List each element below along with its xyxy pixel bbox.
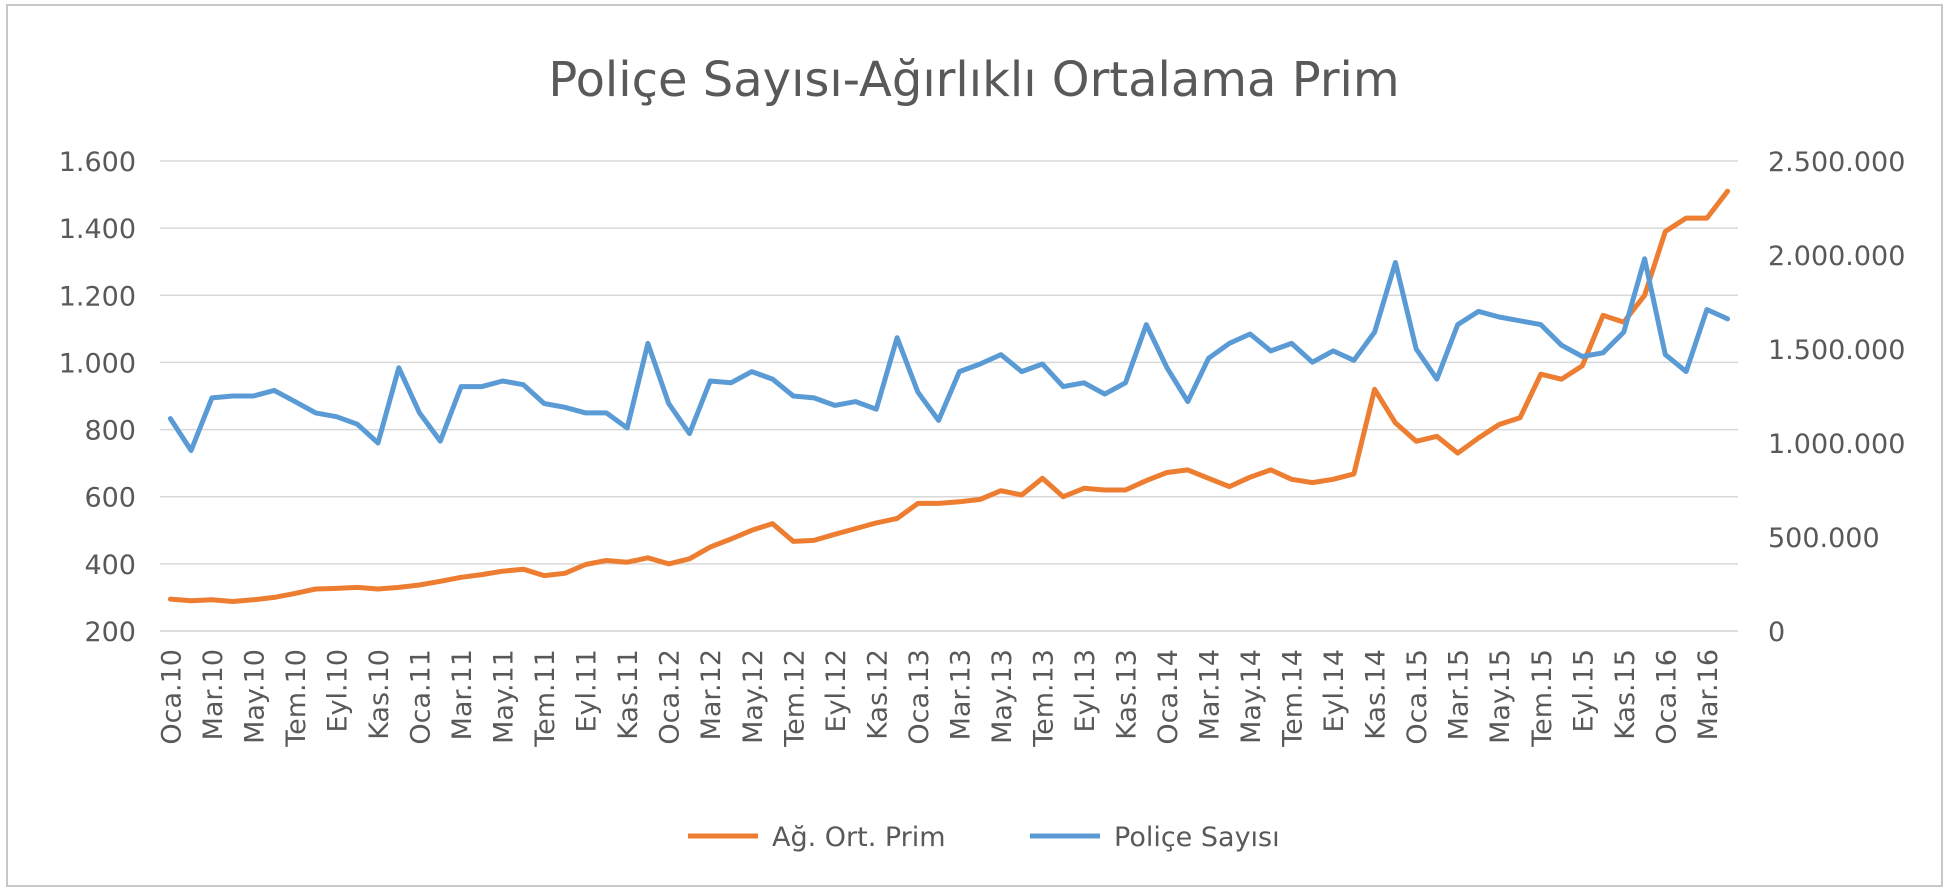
x-tick-label: Kas.13 bbox=[1111, 649, 1142, 740]
left-y-tick-label: 400 bbox=[84, 550, 136, 581]
x-tick-label: May.15 bbox=[1485, 649, 1516, 744]
legend-label-police-sayisi: Poliçe Sayısı bbox=[1114, 822, 1280, 853]
x-tick-label: Oca.16 bbox=[1651, 649, 1682, 745]
x-tick-label: Eyl.10 bbox=[322, 649, 353, 732]
x-tick-label: Kas.15 bbox=[1610, 649, 1641, 740]
x-tick-label: May.10 bbox=[239, 649, 270, 744]
x-tick-label: Mar.12 bbox=[696, 649, 727, 740]
left-y-tick-label: 600 bbox=[84, 483, 136, 514]
right-y-tick-label: 1.500.000 bbox=[1768, 335, 1905, 366]
x-tick-label: Mar.11 bbox=[447, 649, 478, 740]
x-tick-label: Kas.11 bbox=[613, 649, 644, 740]
x-tick-label: Mar.10 bbox=[198, 649, 229, 740]
x-tick-label: May.14 bbox=[1236, 649, 1267, 744]
left-y-tick-label: 200 bbox=[84, 617, 136, 648]
gridlines bbox=[160, 160, 1738, 632]
x-axis: Oca.10 Mar.10 May.10 Tem.10 Eyl.10 Kas.10 Oca.… bbox=[156, 630, 1738, 748]
x-tick-label: Mar.16 bbox=[1693, 649, 1724, 740]
left-y-tick-label: 1.600 bbox=[59, 147, 136, 178]
x-tick-label: Kas.14 bbox=[1361, 649, 1392, 740]
x-tick-label: Tem.14 bbox=[1278, 649, 1309, 748]
x-tick-label: Eyl.11 bbox=[572, 649, 603, 732]
x-tick-label: Tem.10 bbox=[281, 649, 312, 748]
x-tick-label: Eyl.13 bbox=[1070, 649, 1101, 732]
left-y-tick-label: 1.200 bbox=[59, 281, 136, 312]
x-tick-label: Eyl.14 bbox=[1319, 649, 1350, 732]
chart-title: Poliçe Sayısı-Ağırlıklı Ortalama Prim bbox=[548, 52, 1399, 108]
x-tick-label: May.12 bbox=[738, 649, 769, 744]
series-line-police-sayisi bbox=[167, 256, 1731, 453]
left-y-tick-label: 1.000 bbox=[59, 348, 136, 379]
x-tick-label: Oca.10 bbox=[156, 649, 187, 745]
right-y-tick-label: 2.000.000 bbox=[1768, 241, 1905, 272]
x-tick-label: May.13 bbox=[987, 649, 1018, 744]
series-line-ag-ort-prim bbox=[167, 188, 1731, 604]
x-tick-label: Oca.11 bbox=[406, 649, 437, 745]
x-tick-label: Tem.12 bbox=[779, 649, 810, 748]
legend-label-ag-ort-prim: Ağ. Ort. Prim bbox=[772, 822, 946, 853]
x-tick-label: Eyl.12 bbox=[821, 649, 852, 732]
right-y-tick-label: 1.000.000 bbox=[1768, 429, 1905, 460]
x-tick-label: Tem.11 bbox=[530, 649, 561, 748]
x-tick-label: May.11 bbox=[489, 649, 520, 744]
x-tick-label: Oca.13 bbox=[904, 649, 935, 745]
x-tick-label: Mar.13 bbox=[945, 649, 976, 740]
left-y-tick-label: 1.400 bbox=[59, 214, 136, 245]
left-y-tick-label: 800 bbox=[84, 416, 136, 447]
right-y-tick-label: 500.000 bbox=[1768, 523, 1880, 554]
x-tick-label: Oca.15 bbox=[1402, 649, 1433, 745]
x-tick-label: Kas.12 bbox=[862, 649, 893, 740]
x-tick-label: Tem.15 bbox=[1527, 649, 1558, 748]
x-tick-label: Mar.15 bbox=[1444, 649, 1475, 740]
x-tick-label: Oca.12 bbox=[655, 649, 686, 745]
line-chart: Poliçe Sayısı-Ağırlıklı Ortalama Prim 1.… bbox=[59, 52, 1906, 853]
x-tick-label: Eyl.15 bbox=[1568, 649, 1599, 732]
right-y-tick-label: 2.500.000 bbox=[1768, 147, 1905, 178]
series-lines bbox=[167, 188, 1731, 604]
right-y-axis: 2.500.000 2.000.000 1.500.000 1.000.000 500.… bbox=[1768, 147, 1905, 648]
legend: Ağ. Ort. Prim Poliçe Sayısı bbox=[688, 822, 1280, 853]
right-y-tick-label: 0 bbox=[1768, 617, 1785, 648]
x-tick-label: Tem.13 bbox=[1028, 649, 1059, 748]
x-tick-label: Mar.14 bbox=[1195, 649, 1226, 740]
x-tick-label: Oca.14 bbox=[1153, 649, 1184, 745]
x-tick-label: Kas.10 bbox=[364, 649, 395, 740]
left-y-axis: 1.600 1.400 1.200 1.000 800 600 400 200 bbox=[59, 147, 136, 648]
chart-frame: Poliçe Sayısı-Ağırlıklı Ortalama Prim 1.… bbox=[6, 4, 1943, 887]
